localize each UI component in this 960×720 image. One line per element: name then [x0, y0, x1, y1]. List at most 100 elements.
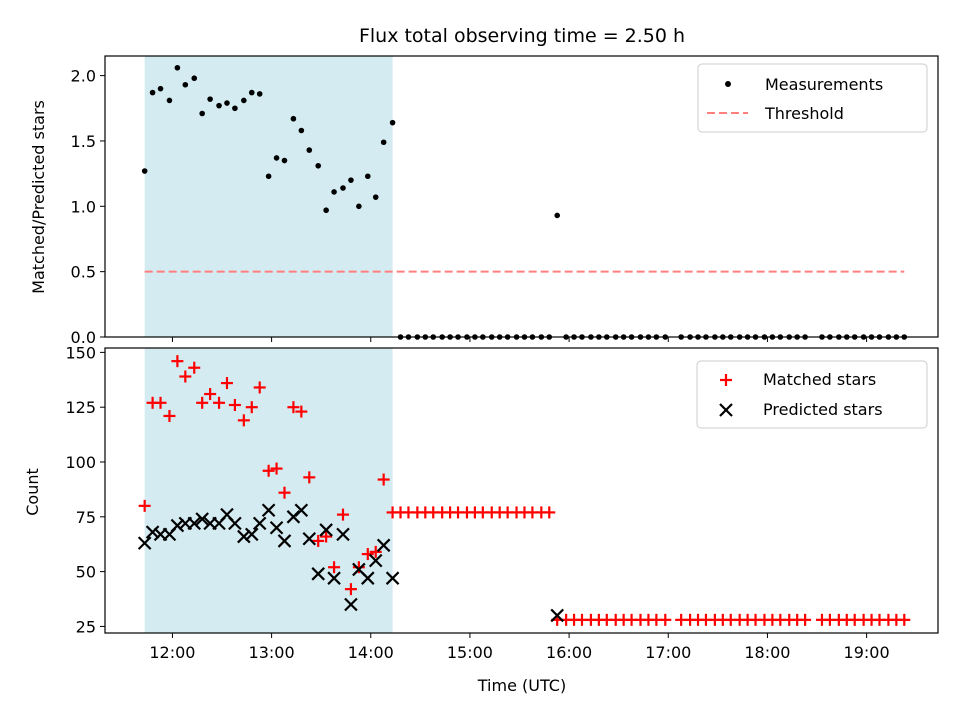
measurement-point — [166, 97, 173, 104]
measurement-point — [290, 115, 297, 122]
predicted-star-point — [228, 516, 242, 531]
measurement-point — [323, 207, 329, 214]
predicted-star-point — [336, 527, 350, 542]
measurement-point — [348, 177, 354, 183]
matched-star-point — [220, 377, 233, 390]
y-tick-label: 25 — [76, 617, 96, 636]
matched-star-point — [188, 361, 201, 374]
top-legend-box — [697, 63, 928, 133]
measurement-point — [256, 91, 263, 97]
matched-star-point — [287, 401, 300, 414]
y-tick-label: 75 — [76, 508, 96, 527]
y-tick-label: 125 — [65, 398, 96, 417]
legend-matched-label: Matched stars — [763, 370, 876, 389]
matched-star-point — [344, 583, 357, 596]
predicted-star-point — [319, 523, 333, 537]
predicted-star-points — [137, 503, 564, 623]
predicted-star-point — [550, 608, 564, 623]
x-tick-label: 14:00 — [348, 643, 394, 662]
matched-star-point — [228, 399, 241, 411]
legend-threshold-label: Threshold — [764, 104, 844, 123]
top-plot-frame — [104, 55, 939, 338]
matched-star-point — [543, 506, 556, 519]
measurement-point — [149, 89, 156, 96]
matched-star-point — [253, 381, 266, 394]
matched-star-point — [262, 464, 275, 477]
matched-star-points — [138, 355, 911, 626]
matched-star-point — [337, 508, 349, 521]
x-tick-label: 17:00 — [645, 643, 691, 662]
bottom-legend-box — [696, 360, 928, 429]
matched-star-point — [898, 613, 911, 626]
measurement-point — [315, 162, 322, 169]
measurement-point — [241, 97, 247, 104]
matched-star-point — [361, 548, 374, 561]
measurement-point — [554, 212, 560, 219]
matched-star-point — [213, 396, 226, 409]
measurement-point — [174, 64, 181, 71]
x-axis-label: Time (UTC) — [477, 676, 566, 695]
measurement-point — [356, 203, 362, 210]
measurement-point — [207, 96, 213, 102]
measurement-point — [224, 100, 230, 106]
predicted-star-point — [237, 529, 251, 544]
legend-measurements-label: Measurements — [765, 75, 883, 94]
matched-star-point — [237, 414, 250, 427]
bottom-legend: Matched stars Predicted stars — [696, 360, 928, 429]
y-tick-label: 1.5 — [71, 132, 96, 151]
matched-star-point — [303, 471, 316, 484]
matched-star-point — [270, 462, 283, 475]
predicted-star-point — [261, 503, 276, 518]
y-tick-label: 0.5 — [71, 263, 96, 282]
bottom-plot-frame — [104, 347, 939, 634]
legend-measurements-marker — [725, 81, 731, 87]
measurement-point — [281, 157, 288, 164]
legend-matched-marker — [720, 374, 732, 386]
top-shaded-region — [144, 56, 393, 337]
measurement-point — [157, 85, 164, 92]
predicted-star-point — [277, 534, 292, 548]
predicted-star-point — [170, 518, 185, 533]
measurement-point — [372, 194, 379, 200]
predicted-star-point — [294, 503, 309, 518]
measurement-point — [191, 75, 198, 82]
predicted-star-point — [327, 571, 341, 585]
matched-star-point — [295, 405, 308, 418]
matched-star-point — [179, 370, 192, 383]
x-tick-label: 13:00 — [249, 643, 295, 662]
bottom-x-ticks: 12:00 13:00 14:00 15:00 16:00 17:00 18:00 19:00 — [149, 633, 890, 662]
x-tick-label: 18:00 — [744, 643, 790, 662]
predicted-star-point — [195, 512, 209, 526]
legend-predicted-label: Predicted stars — [763, 400, 883, 419]
predicted-star-point — [311, 567, 325, 581]
y-tick-label: 50 — [76, 563, 96, 582]
matched-star-point — [659, 613, 672, 626]
y-tick-label: 100 — [65, 453, 96, 472]
matched-star-point — [352, 561, 365, 574]
bottom-y-ticks: 25 50 75 100 125 150 — [65, 343, 105, 636]
x-tick-label: 15:00 — [447, 643, 493, 662]
top-panel: 0.00.51.01.52.0 Matched/Predicted stars … — [29, 55, 939, 347]
measurement-point — [248, 89, 255, 96]
matched-star-point — [369, 545, 382, 558]
predicted-star-point — [244, 527, 259, 542]
measurement-point — [331, 189, 337, 195]
matched-star-point — [278, 486, 291, 499]
measurement-point — [216, 102, 222, 109]
measurement-point — [380, 139, 387, 146]
measurement-point — [364, 173, 371, 180]
matched-star-point — [799, 613, 812, 626]
measurement-point — [273, 155, 280, 161]
measurement-point — [298, 127, 305, 134]
measurement-point — [141, 168, 148, 174]
measurement-point — [340, 185, 346, 191]
measurement-point — [306, 147, 313, 153]
measurement-point — [182, 81, 189, 88]
top-legend: Measurements Threshold — [697, 63, 928, 133]
matched-star-point — [138, 499, 151, 512]
x-tick-label: 16:00 — [546, 643, 592, 662]
measurement-point — [232, 105, 238, 112]
y-tick-label: 150 — [65, 343, 96, 362]
y-tick-label: 0.0 — [71, 328, 96, 347]
predicted-star-point — [368, 553, 383, 568]
